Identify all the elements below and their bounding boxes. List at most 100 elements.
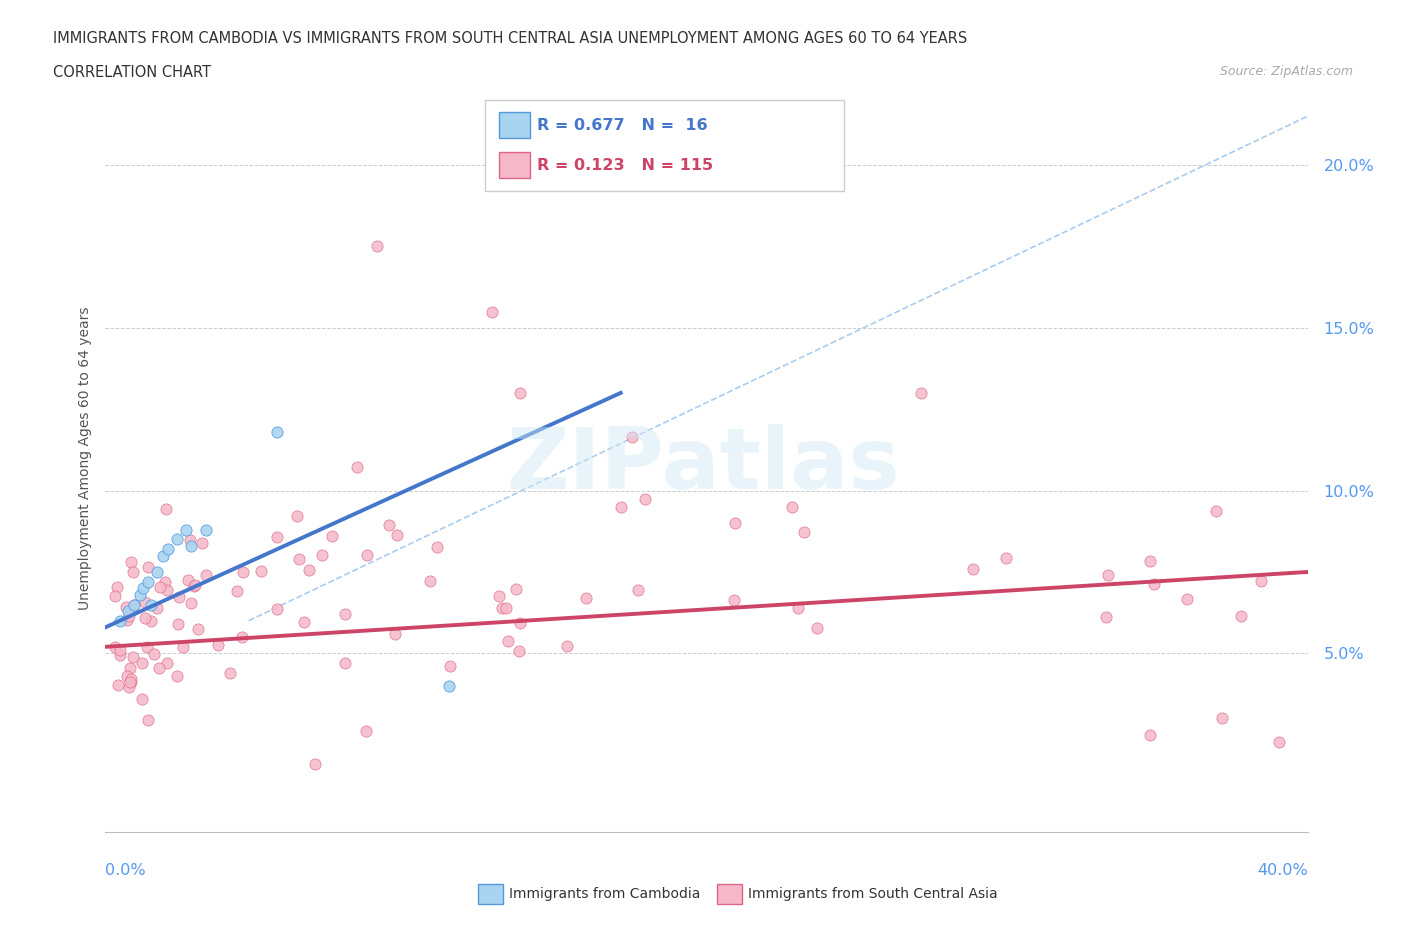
- Point: [250, 564, 273, 578]
- Point: [366, 239, 388, 254]
- Point: [787, 601, 810, 616]
- Point: [419, 573, 441, 588]
- Point: [180, 595, 202, 610]
- Point: [194, 567, 217, 582]
- Point: [1139, 727, 1161, 742]
- Point: [575, 591, 598, 605]
- Point: [118, 660, 141, 675]
- Point: [194, 523, 217, 538]
- Point: [110, 648, 132, 663]
- Point: [136, 713, 159, 728]
- Point: [105, 579, 128, 594]
- Point: [155, 501, 177, 516]
- Point: [1230, 609, 1253, 624]
- Point: [356, 547, 378, 562]
- Point: [207, 637, 229, 652]
- Point: [266, 530, 288, 545]
- Text: ZIPatlas: ZIPatlas: [506, 423, 900, 507]
- Point: [115, 599, 138, 614]
- Point: [782, 499, 804, 514]
- Point: [304, 756, 326, 771]
- Point: [266, 424, 288, 440]
- Point: [231, 630, 253, 644]
- Point: [488, 588, 510, 603]
- Point: [166, 617, 188, 631]
- Point: [141, 597, 163, 612]
- Point: [149, 579, 172, 594]
- Point: [156, 582, 179, 597]
- Point: [118, 680, 141, 695]
- Text: CORRELATION CHART: CORRELATION CHART: [53, 65, 211, 80]
- Point: [232, 565, 254, 579]
- Text: 0.0%: 0.0%: [105, 863, 146, 878]
- Point: [108, 643, 131, 658]
- Point: [134, 610, 156, 625]
- Point: [609, 499, 631, 514]
- Point: [481, 304, 503, 319]
- Point: [994, 550, 1017, 565]
- Point: [806, 621, 828, 636]
- Point: [1250, 574, 1272, 589]
- Point: [384, 626, 406, 641]
- Text: IMMIGRANTS FROM CAMBODIA VS IMMIGRANTS FROM SOUTH CENTRAL ASIA UNEMPLOYMENT AMON: IMMIGRANTS FROM CAMBODIA VS IMMIGRANTS F…: [53, 31, 967, 46]
- Point: [115, 669, 138, 684]
- Point: [131, 580, 153, 595]
- Point: [108, 614, 131, 629]
- Point: [437, 679, 460, 694]
- Point: [191, 536, 214, 551]
- Point: [1139, 553, 1161, 568]
- Point: [1095, 610, 1118, 625]
- Point: [157, 541, 180, 556]
- Point: [166, 669, 188, 684]
- Point: [122, 597, 145, 612]
- Point: [177, 572, 200, 587]
- Point: [298, 563, 321, 578]
- Point: [335, 656, 357, 671]
- Text: Source: ZipAtlas.com: Source: ZipAtlas.com: [1219, 65, 1353, 78]
- Point: [266, 602, 288, 617]
- Point: [184, 578, 207, 592]
- Point: [508, 644, 530, 658]
- Point: [292, 615, 315, 630]
- Text: 40.0%: 40.0%: [1257, 863, 1308, 878]
- Point: [134, 594, 156, 609]
- Point: [120, 674, 142, 689]
- Point: [183, 578, 205, 593]
- Point: [627, 583, 650, 598]
- Y-axis label: Unemployment Among Ages 60 to 64 years: Unemployment Among Ages 60 to 64 years: [77, 306, 91, 610]
- Point: [187, 622, 209, 637]
- Point: [910, 385, 932, 400]
- Point: [120, 554, 142, 569]
- Point: [104, 639, 127, 654]
- Point: [1143, 577, 1166, 591]
- Point: [621, 429, 644, 444]
- Text: R = 0.123   N = 115: R = 0.123 N = 115: [537, 157, 713, 173]
- Point: [378, 517, 401, 532]
- Point: [138, 574, 160, 590]
- Point: [1205, 504, 1227, 519]
- Point: [118, 608, 141, 623]
- Point: [146, 565, 169, 579]
- Point: [167, 590, 190, 604]
- Point: [146, 600, 169, 615]
- Point: [117, 604, 139, 618]
- Point: [143, 646, 166, 661]
- Point: [122, 598, 145, 613]
- Point: [346, 459, 368, 474]
- Point: [496, 633, 519, 648]
- Point: [136, 640, 159, 655]
- Point: [131, 656, 153, 671]
- Point: [115, 613, 138, 628]
- Point: [153, 575, 176, 590]
- Point: [1211, 711, 1233, 725]
- Point: [120, 671, 142, 686]
- Point: [1268, 735, 1291, 750]
- Point: [505, 581, 527, 596]
- Point: [321, 528, 343, 543]
- Point: [122, 565, 145, 579]
- Point: [156, 656, 179, 671]
- Point: [122, 650, 145, 665]
- Point: [333, 606, 356, 621]
- Point: [179, 532, 201, 547]
- Point: [555, 639, 578, 654]
